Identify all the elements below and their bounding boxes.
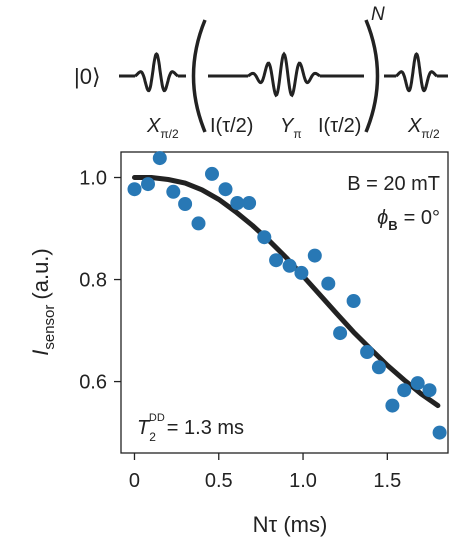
x-pi-half-pulse-waveform-final: [395, 52, 438, 93]
y-tick-label: 0.8: [79, 270, 107, 292]
data-point: [432, 425, 447, 440]
pulse-label-x-pi-half-2: Xπ/2: [407, 115, 440, 141]
data-point: [191, 216, 206, 231]
axis-ticks: 0 0.5 1.0 1.5 0.6 0.8 1.0: [79, 168, 401, 492]
initial-state-label: |0⟩: [74, 64, 101, 89]
field-annotation: B = 20 mT: [347, 173, 440, 195]
data-point: [371, 360, 386, 375]
x-pi-half-pulse-waveform: [134, 52, 179, 93]
x-axis-label: Nτ (ms): [253, 512, 328, 537]
data-point: [282, 258, 297, 273]
data-point: [333, 326, 348, 341]
data-point: [307, 248, 322, 263]
x-tick-label: 1.5: [373, 470, 401, 492]
pulse-label-x-pi-half-1: Xπ/2: [146, 115, 179, 141]
pulse-label-free-evolution-1: I(τ/2): [210, 115, 253, 137]
data-point: [397, 383, 412, 398]
data-point: [422, 383, 437, 398]
data-point: [205, 166, 219, 181]
data-point: [294, 265, 309, 280]
x-tick-label: 0: [129, 470, 140, 492]
data-point: [141, 177, 155, 192]
pulse-label-y-pi: Yπ: [280, 115, 302, 141]
right-paren-bracket: [364, 19, 380, 133]
left-paren-bracket: [191, 19, 207, 133]
repeat-count-label: N: [371, 4, 385, 25]
y-axis-label: Isensor(a.u.): [28, 248, 58, 356]
data-point: [321, 276, 336, 291]
data-point: [410, 376, 425, 391]
data-point: [166, 184, 181, 199]
data-point: [152, 151, 167, 166]
data-point: [257, 230, 272, 245]
fit-curve-line: [132, 175, 441, 409]
x-tick-label: 0.5: [205, 470, 233, 492]
plot-frame: [120, 151, 449, 454]
data-point: [360, 345, 375, 359]
y-tick-label: 1.0: [79, 168, 107, 190]
pulse-label-free-evolution-2: I(τ/2): [318, 115, 361, 137]
fit-curve-group: [132, 175, 441, 409]
data-point: [178, 197, 193, 211]
t2-annotation: T2DD = 1.3 ms: [137, 412, 244, 444]
data-point: [127, 182, 142, 197]
data-points-group: [127, 151, 447, 440]
data-point: [230, 196, 245, 210]
data-point: [269, 253, 284, 268]
angle-annotation: ϕB = 0°: [377, 207, 440, 233]
data-point: [218, 182, 233, 197]
pulse-sequence-diagram: |0⟩ N Xπ/2 I(τ/2) Yπ I(τ/2) Xπ/2: [74, 4, 448, 141]
y-tick-label: 0.6: [79, 372, 107, 394]
data-point: [346, 294, 361, 308]
y-pi-pulse-waveform: [247, 51, 321, 98]
x-tick-label: 1.0: [289, 470, 317, 492]
data-point: [385, 398, 400, 413]
data-point: [242, 196, 257, 210]
